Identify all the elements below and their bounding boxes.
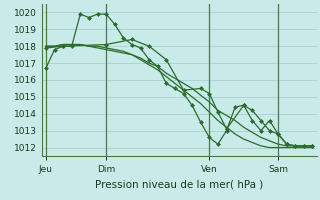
X-axis label: Pression niveau de la mer( hPa ): Pression niveau de la mer( hPa ) <box>95 180 263 190</box>
